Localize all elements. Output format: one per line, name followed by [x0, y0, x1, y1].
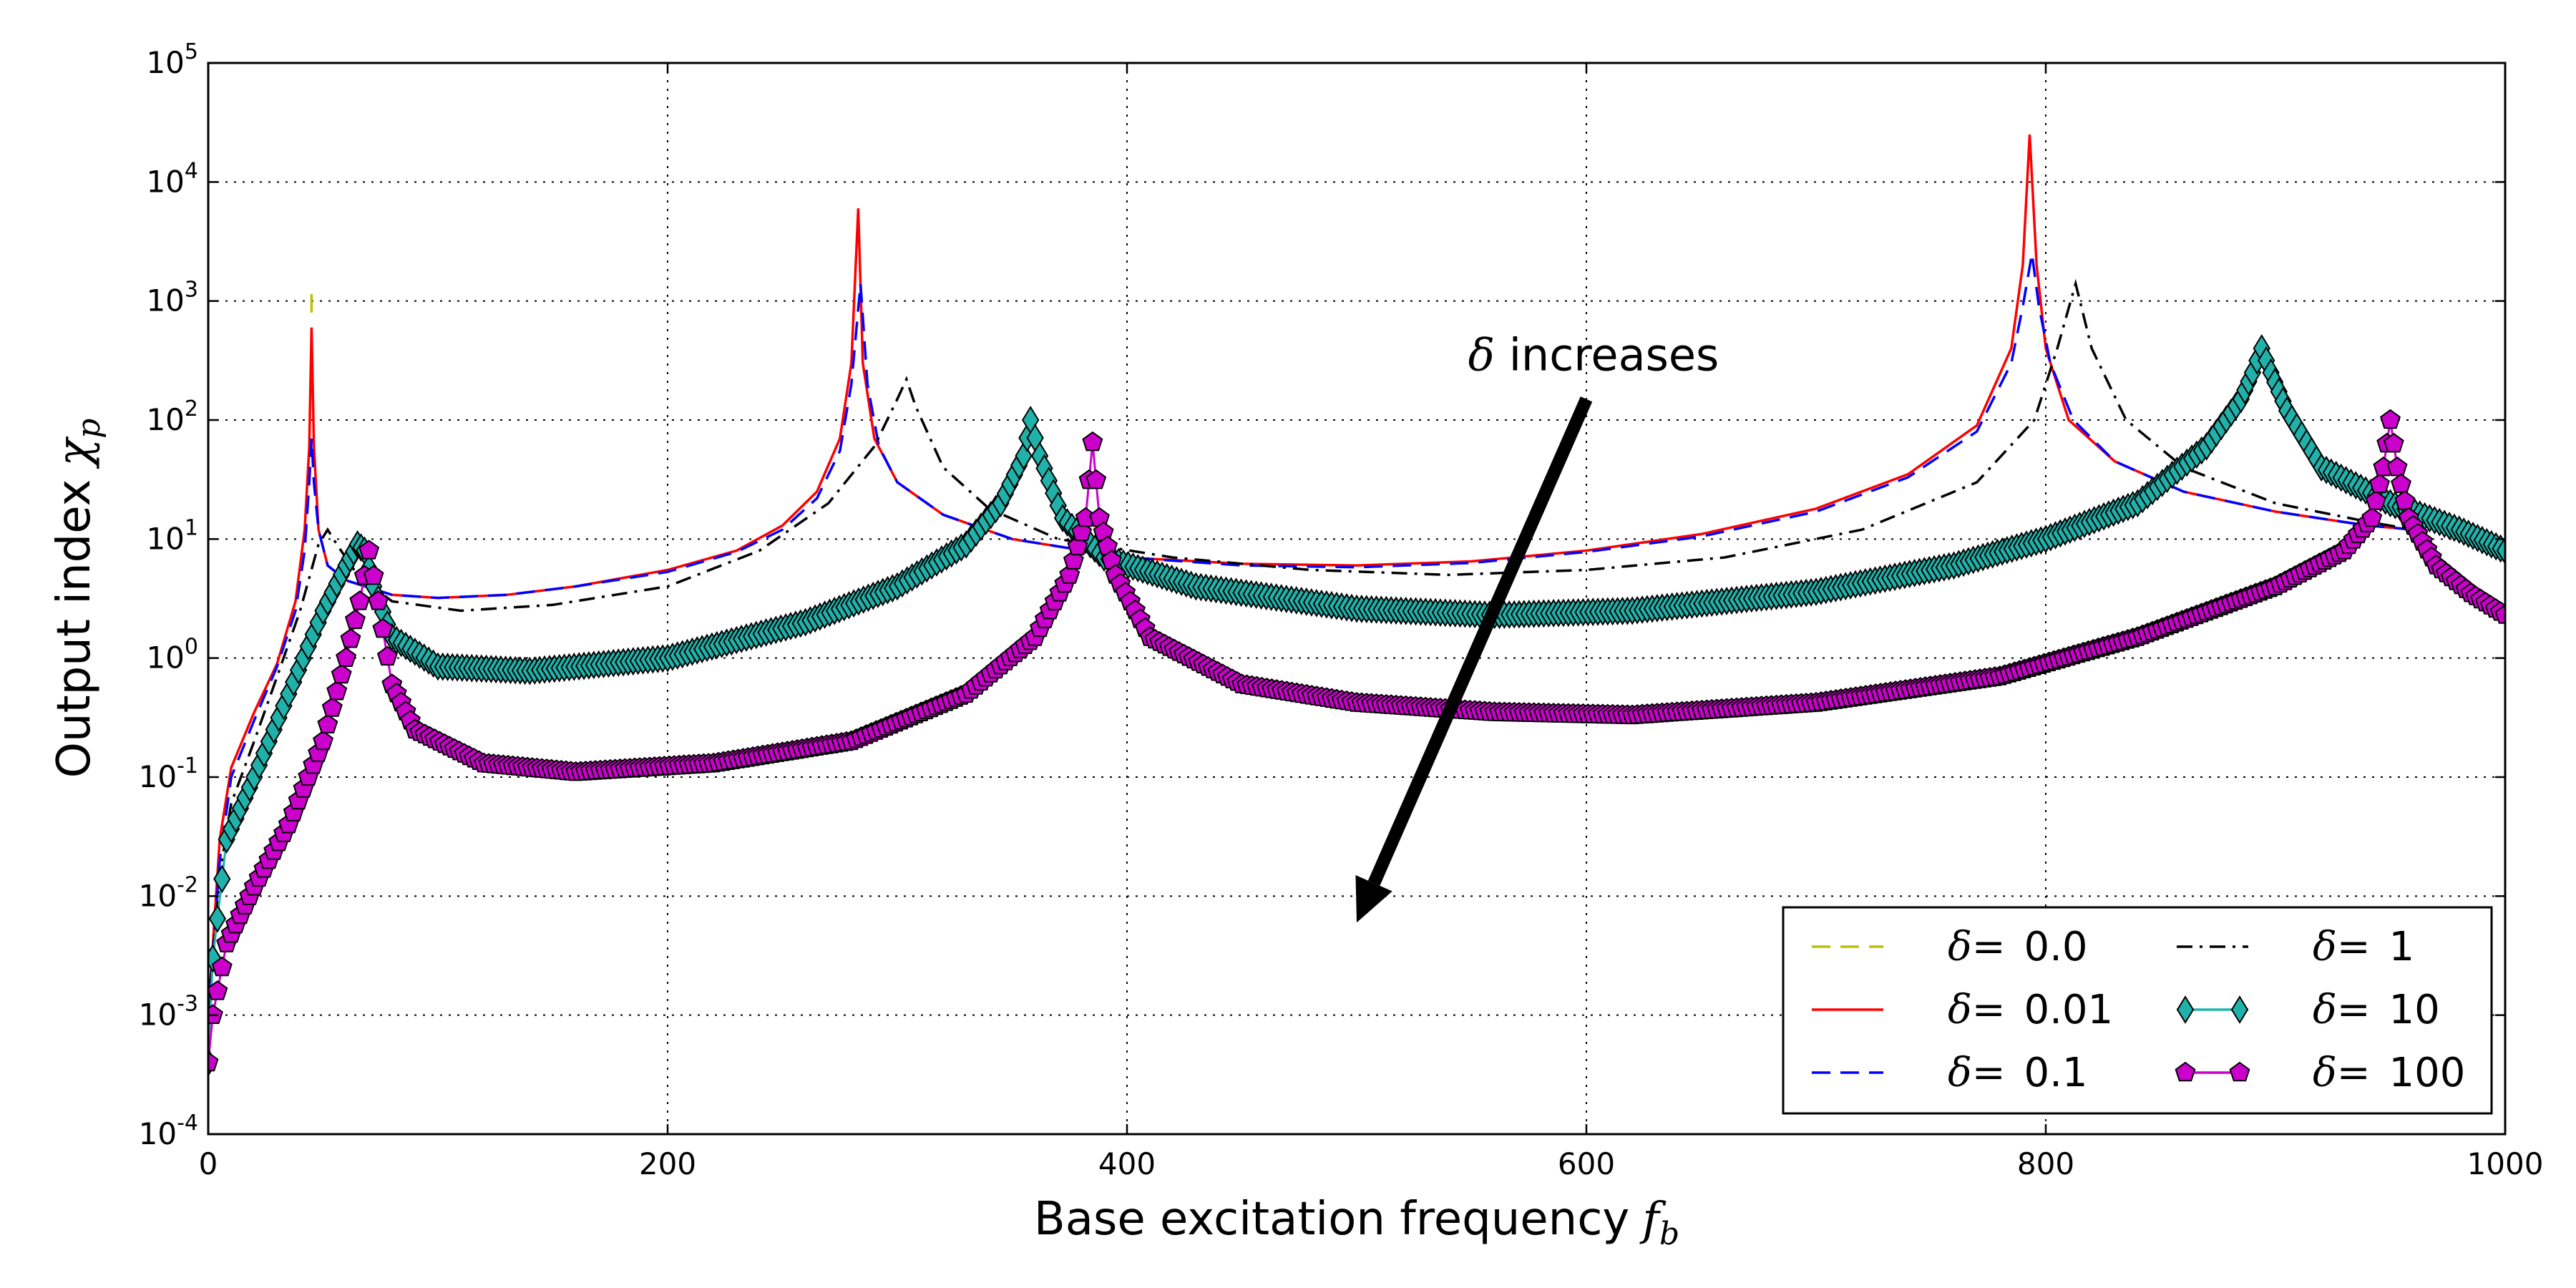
- y-tick-label: 10-1: [139, 753, 198, 794]
- series-point-5: [376, 645, 398, 666]
- x-tick-label: 600: [1558, 1146, 1615, 1181]
- series-point-5: [2394, 490, 2416, 510]
- series-point-5: [2361, 507, 2383, 527]
- annotation-arrow-shaft: [1367, 396, 1593, 886]
- series-point-5: [344, 609, 366, 630]
- legend-marker-5: [2229, 1061, 2250, 1082]
- legend-box: [1782, 906, 2493, 1115]
- marker-layer: [208, 333, 2505, 1077]
- series-point-5: [349, 590, 371, 610]
- series-point-5: [363, 565, 384, 585]
- legend-label-0: δ= 0.0: [1948, 924, 2088, 970]
- series-point-5: [2494, 604, 2505, 624]
- legend-label-1: δ= 0.01: [1948, 987, 2113, 1033]
- series-point-5: [358, 540, 380, 560]
- y-tick-label: 10-3: [139, 992, 198, 1033]
- series-point-4: [1015, 441, 1033, 470]
- series-point-5: [317, 713, 338, 733]
- y-tick-label: 101: [146, 515, 198, 556]
- series-point-5: [2391, 473, 2411, 494]
- plot-frame: [207, 62, 2507, 1136]
- y-axis-label: Output indexχp: [48, 419, 107, 779]
- y-tick-label: 103: [146, 278, 198, 318]
- series-point-5: [326, 680, 348, 701]
- series-point-5: [208, 1004, 223, 1024]
- annotation-label: δ increases: [1468, 329, 1719, 381]
- y-tick-label: 10-4: [139, 1111, 198, 1151]
- annotation-arrow-head: [1355, 875, 1392, 923]
- axis-ticks: 0 200 400 600 800 1000 10-4 10-3 10-2 10-1 100 101 1…: [139, 39, 2544, 1181]
- y-tick-label: 10-2: [139, 872, 198, 913]
- y-tick-label: 104: [146, 158, 198, 199]
- x-tick-label: 800: [2017, 1146, 2074, 1181]
- legend-marker-5: [2175, 1061, 2196, 1082]
- series-point-5: [208, 980, 228, 1000]
- legend-label-4: δ= 10: [2313, 987, 2440, 1033]
- x-tick-label: 1000: [2467, 1146, 2544, 1181]
- series-point-5: [208, 1051, 219, 1072]
- series-point-5: [2386, 456, 2408, 477]
- series-point-5: [321, 697, 343, 717]
- x-tick-label: 0: [199, 1146, 218, 1181]
- series-point-5: [2365, 490, 2386, 510]
- x-axis-label: Base excitation frequency fb: [1034, 1193, 1679, 1252]
- legend-marker-4: [2176, 995, 2195, 1024]
- series-point-4: [2496, 536, 2505, 565]
- series-point-5: [336, 647, 357, 667]
- series-point-5: [2369, 473, 2390, 494]
- y-tick-label: 102: [146, 396, 198, 437]
- series-line-1: [208, 135, 2414, 1015]
- series-point-5: [340, 628, 361, 648]
- series-point-4: [208, 904, 227, 933]
- series-point-5: [368, 590, 389, 610]
- legend-label-5: δ= 100: [2313, 1050, 2465, 1096]
- legend-label-3: δ= 1: [2313, 924, 2414, 970]
- series-point-5: [211, 956, 233, 977]
- y-tick-label: 105: [146, 39, 198, 80]
- series-point-5: [1082, 431, 1103, 452]
- x-tick-label: 200: [639, 1146, 696, 1181]
- series-point-5: [313, 730, 333, 751]
- series-point-4: [213, 864, 231, 894]
- series-point-5: [372, 618, 394, 638]
- legend: δ= 0.0 δ= 0.01 δ= 0.1 δ= 1 δ= 10 δ= 100: [1782, 906, 2493, 1115]
- series-point-4: [208, 944, 222, 973]
- series-line-3: [208, 278, 2414, 1015]
- series-line-2: [208, 253, 2414, 1015]
- series-point-5: [1085, 469, 1107, 489]
- legend-marker-4: [2230, 995, 2249, 1024]
- x-tick-label: 400: [1098, 1146, 1156, 1181]
- annotation: δ increases: [1355, 329, 1719, 923]
- series-point-5: [331, 663, 352, 684]
- series-point-5: [2380, 409, 2401, 429]
- y-tick-label: 100: [146, 635, 198, 675]
- legend-label-2: δ= 0.1: [1948, 1050, 2088, 1096]
- series-point-5: [2383, 432, 2404, 453]
